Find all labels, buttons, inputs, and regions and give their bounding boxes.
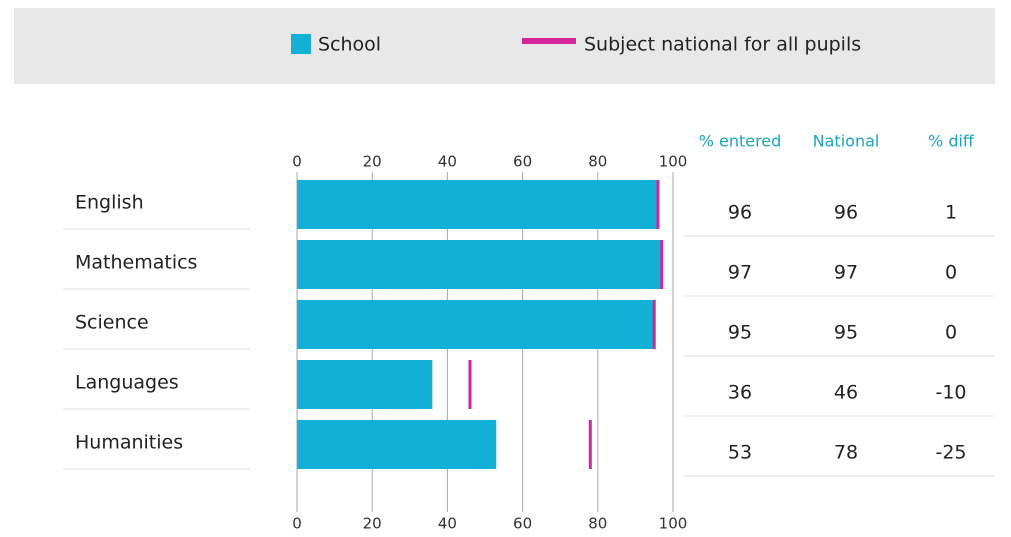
table-cell: -10 — [935, 382, 966, 404]
table-cell: 0 — [945, 262, 957, 284]
category-label: Science — [75, 312, 149, 334]
x-tick-label: 60 — [513, 153, 532, 171]
x-tick-label: 80 — [588, 153, 607, 171]
legend-swatch — [522, 38, 576, 44]
x-tick-label: 60 — [513, 515, 532, 533]
table-cell: 78 — [834, 442, 858, 464]
table-cell: 97 — [834, 262, 858, 284]
legend-swatch — [291, 34, 311, 54]
legend-label: Subject national for all pupils — [584, 34, 861, 56]
table-cell: 97 — [728, 262, 752, 284]
table-cell: 36 — [728, 382, 752, 404]
x-tick-label: 100 — [659, 515, 688, 533]
table-cell: 96 — [834, 202, 858, 224]
column-header: National — [813, 132, 880, 151]
national-marker — [468, 360, 472, 409]
table-cell: 95 — [834, 322, 858, 344]
x-tick-label: 0 — [292, 515, 302, 533]
x-tick-label: 80 — [588, 515, 607, 533]
x-tick-label: 40 — [438, 515, 457, 533]
bar — [297, 420, 497, 469]
table-cell: 53 — [728, 442, 752, 464]
category-label: Mathematics — [75, 252, 197, 274]
category-label: Languages — [75, 372, 179, 394]
national-marker — [656, 180, 660, 229]
legend-box — [14, 8, 995, 84]
bar — [297, 180, 658, 229]
category-label: English — [75, 192, 144, 214]
x-tick-label: 20 — [363, 153, 382, 171]
national-marker — [652, 300, 656, 349]
table-cell: 0 — [945, 322, 957, 344]
bar — [297, 300, 655, 349]
column-header: % diff — [928, 132, 975, 151]
table-cell: 46 — [834, 382, 858, 404]
table-cell: 95 — [728, 322, 752, 344]
bar — [297, 360, 433, 409]
x-tick-label: 40 — [438, 153, 457, 171]
x-tick-label: 20 — [363, 515, 382, 533]
table-cell: 1 — [945, 202, 957, 224]
table-cell: -25 — [935, 442, 966, 464]
bar — [297, 240, 662, 289]
column-header: % entered — [699, 132, 782, 151]
national-marker — [588, 420, 592, 469]
legend-label: School — [318, 34, 381, 56]
table-cell: 96 — [728, 202, 752, 224]
category-label: Humanities — [75, 432, 183, 454]
x-tick-label: 0 — [292, 153, 302, 171]
x-tick-label: 100 — [659, 153, 688, 171]
national-marker — [660, 240, 664, 289]
